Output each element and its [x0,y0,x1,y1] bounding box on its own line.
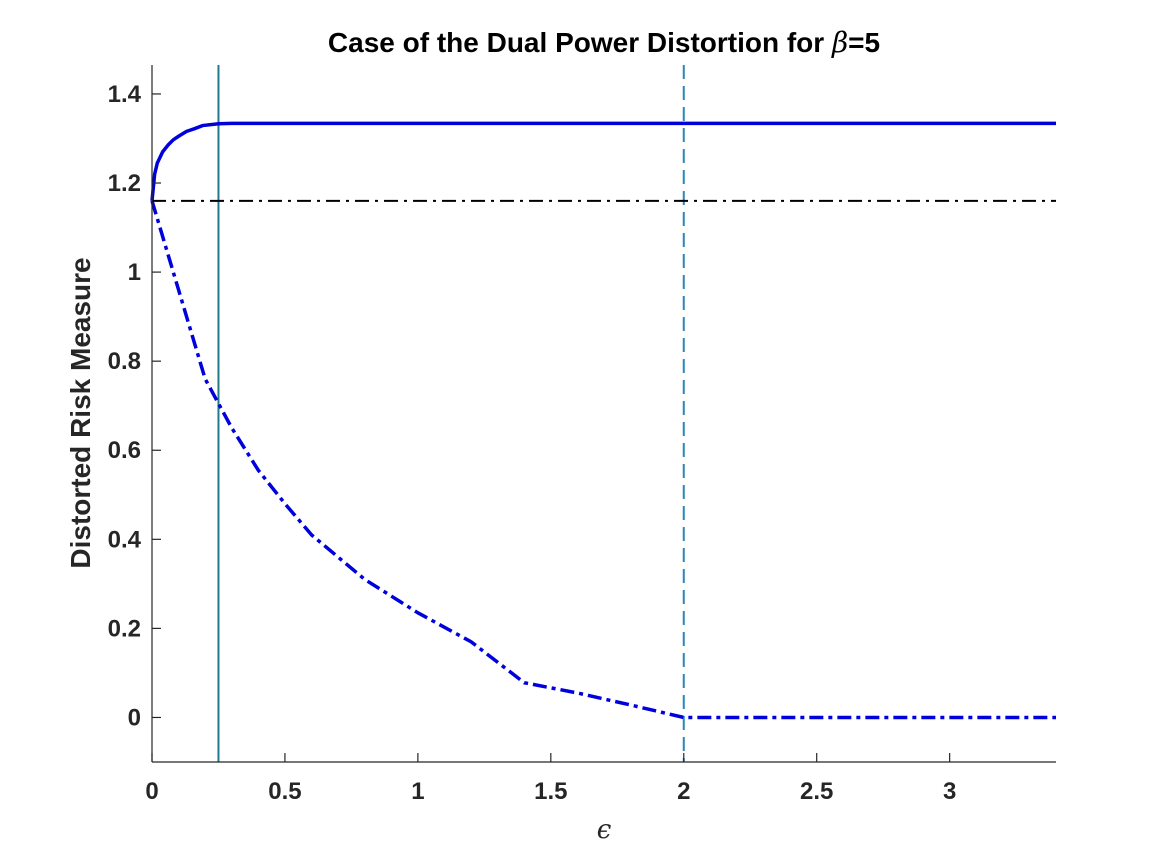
chart-title-suffix: =5 [848,27,880,58]
axis-lines [151,65,1056,763]
y-tick-label: 0.8 [108,348,141,375]
y-tick-label: 0 [128,704,141,731]
y-tick-label: 0.4 [108,526,142,553]
x-axis-ticks: 0 0.5 1 1.5 2 2.5 3 [145,753,956,805]
y-tick-label: 0.6 [108,437,141,464]
x-tick-label: 1.5 [534,778,567,805]
x-tick-label: 1 [411,778,424,805]
plot-axes: 0 0.5 1 1.5 2 2.5 3 0 0.2 0.4 0.6 0.8 1 1.2 1.4 [108,65,1056,805]
chart-title-beta-symbol: β [831,26,848,59]
y-axis-ticks: 0 0.2 0.4 0.6 0.8 1 1.2 1.4 [108,81,161,731]
y-tick-label: 1.4 [108,81,142,108]
chart-title: Case of the Dual Power Distortion for β=… [328,26,880,59]
y-axis-label: Distorted Risk Measure [65,257,96,568]
series-lines [150,121,1056,720]
x-tick-label: 3 [943,778,956,805]
x-tick-label: 2.5 [800,778,833,805]
x-tick-label: 0.5 [268,778,301,805]
vertical-reference-lines [217,65,685,762]
x-axis-label: ϵ [597,815,612,845]
chart-title-text: Case of the Dual Power Distortion for [328,27,832,58]
x-tick-label: 2 [677,778,690,805]
x-tick-label: 0 [145,778,158,805]
y-tick-label: 1 [128,259,141,286]
y-tick-label: 0.2 [108,615,141,642]
y-tick-label: 1.2 [108,170,141,197]
series-line-0 [150,121,1056,202]
series-line-1 [150,200,1056,720]
